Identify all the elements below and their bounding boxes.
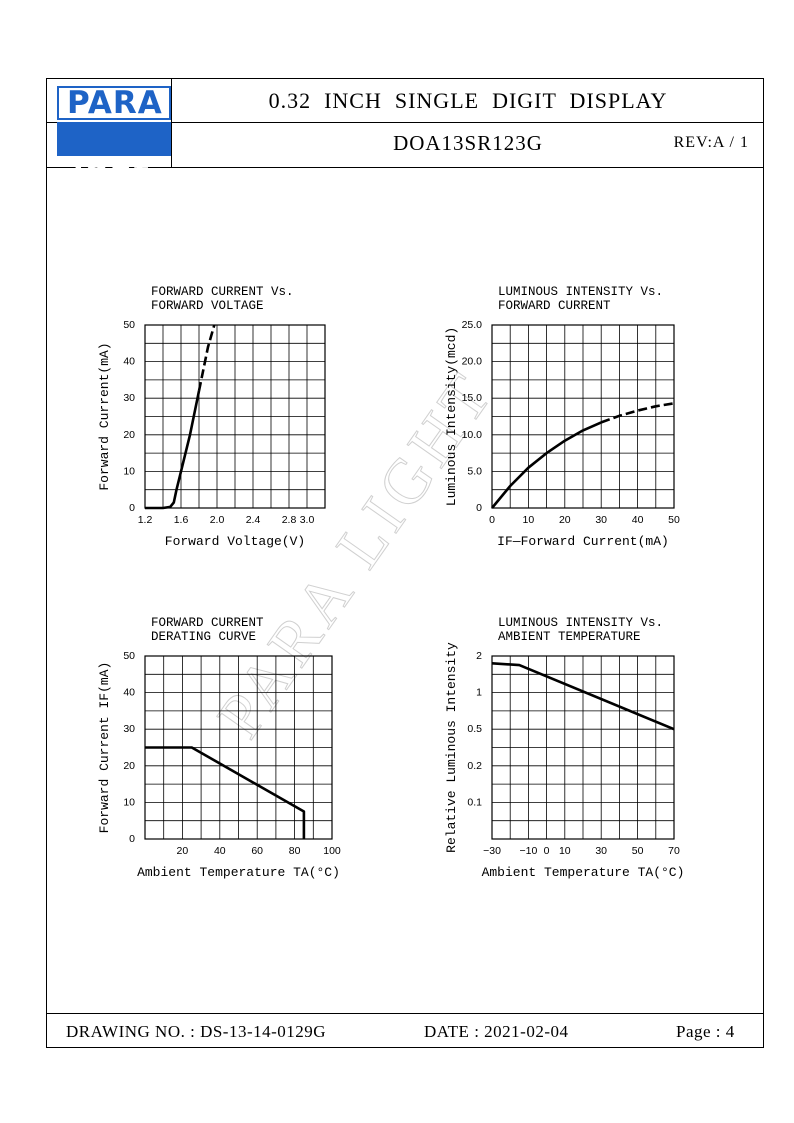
chart-2: LUMINOUS INTENSITY Vs.FORWARD CURRENT 0 10… <box>444 285 680 549</box>
x-axis-label: IF—Forward Current(mA) <box>497 534 669 549</box>
y-tick-label: 10 <box>123 465 135 477</box>
y-tick-label: 5.0 <box>467 465 482 477</box>
y-tick-label: 50 <box>123 650 135 662</box>
header-bottom-rule <box>46 167 764 168</box>
revision-label: REV:A / 1 <box>673 134 749 151</box>
x-tick-label: 20 <box>177 845 189 857</box>
series-line <box>145 390 201 510</box>
chart-4: LUMINOUS INTENSITY Vs.AMBIENT TEMPERATUR… <box>444 616 684 880</box>
plot-border <box>491 324 675 509</box>
drawing-number: DRAWING NO. : DS-13-14-0129G <box>66 1022 327 1041</box>
x-tick-label: 2.4 <box>246 514 261 526</box>
x-tick-label: 50 <box>632 845 644 857</box>
x-tick-label: 3.0 <box>300 514 315 526</box>
y-tick-label: 15.0 <box>462 392 483 404</box>
logo-divider <box>171 78 172 167</box>
chart-title: LUMINOUS INTENSITY Vs. <box>498 616 663 630</box>
y-tick-label: 25.0 <box>462 319 483 331</box>
y-tick-label: 2 <box>476 650 482 662</box>
x-tick-label: 60 <box>251 845 263 857</box>
chart-title: FORWARD CURRENT <box>151 616 264 630</box>
y-tick-label: 10 <box>123 796 135 808</box>
x-tick-label: 40 <box>214 845 226 857</box>
y-tick-label: 1 <box>476 687 482 699</box>
y-axis-label: Relative Luminous Intensity <box>444 642 459 853</box>
chart-1: FORWARD CURRENT Vs.FORWARD VOLTAGE 1.2 1.6… <box>97 285 326 549</box>
plot-border <box>144 324 326 509</box>
header-divider <box>46 122 764 123</box>
chart-title: DERATING CURVE <box>151 630 256 644</box>
page-number: Page : 4 <box>676 1022 735 1041</box>
x-tick-label: 0 <box>544 845 550 857</box>
date-label: DATE : 2021-02-04 <box>424 1022 569 1041</box>
x-tick-label: 20 <box>559 514 571 526</box>
chart-title: FORWARD CURRENT Vs. <box>151 285 294 299</box>
y-tick-label: 0.1 <box>467 796 482 808</box>
x-tick-label: 70 <box>668 845 680 857</box>
x-tick-label: 0 <box>489 514 495 526</box>
x-tick-label: 10 <box>559 845 571 857</box>
x-tick-label: 1.2 <box>138 514 153 526</box>
chart-title: AMBIENT TEMPERATURE <box>498 630 641 644</box>
y-tick-label: 50 <box>123 319 135 331</box>
x-tick-label: 2.8 <box>282 514 297 526</box>
x-tick-label: 2.0 <box>210 514 225 526</box>
x-axis-label: Ambient Temperature TA(°C) <box>137 865 340 880</box>
x-tick-label: 30 <box>595 514 607 526</box>
y-tick-label: 40 <box>123 687 135 699</box>
x-tick-label: 100 <box>323 845 341 857</box>
series-line <box>197 324 216 392</box>
plot-border <box>491 655 675 840</box>
y-tick-label: 20 <box>123 760 135 772</box>
y-tick-label: 0.2 <box>467 760 482 772</box>
y-axis-label: Forward Current(mA) <box>97 342 112 490</box>
y-tick-label: 0.5 <box>467 723 482 735</box>
x-tick-label: 1.6 <box>174 514 189 526</box>
page-title: 0.32 INCH SINGLE DIGIT DISPLAY <box>268 88 668 113</box>
y-tick-label: 30 <box>123 392 135 404</box>
x-tick-label: 30 <box>595 845 607 857</box>
x-tick-label: 10 <box>523 514 535 526</box>
chart-title: FORWARD CURRENT <box>498 299 611 313</box>
x-tick-label: 40 <box>632 514 644 526</box>
y-axis-label: Luminous Intensity(mcd) <box>444 327 459 506</box>
y-tick-label: 0 <box>129 502 135 514</box>
y-tick-label: 40 <box>123 356 135 368</box>
chart-title: FORWARD VOLTAGE <box>151 299 264 313</box>
y-tick-label: 0 <box>476 502 482 514</box>
y-tick-label: 20.0 <box>462 356 483 368</box>
y-tick-label: 30 <box>123 723 135 735</box>
series-line <box>145 746 306 839</box>
y-tick-label: 0 <box>129 833 135 845</box>
footer-rule <box>46 1013 764 1014</box>
x-axis-label: Ambient Temperature TA(°C) <box>482 865 685 880</box>
x-tick-label: −30 <box>483 845 501 857</box>
para-light-logo: PARA ight <box>57 85 171 189</box>
series-line <box>491 662 675 731</box>
part-number: DOA13SR123G <box>393 131 543 155</box>
x-tick-label: 80 <box>289 845 301 857</box>
y-tick-label: 10.0 <box>462 429 483 441</box>
x-tick-label: −10 <box>519 845 537 857</box>
page-frame <box>46 78 764 1048</box>
y-tick-label: 20 <box>123 429 135 441</box>
y-axis-label: Forward Current IF(mA) <box>97 662 112 834</box>
series-line <box>490 421 602 509</box>
chart-title: LUMINOUS INTENSITY Vs. <box>498 285 663 299</box>
x-tick-label: 50 <box>668 514 680 526</box>
x-axis-label: Forward Voltage(V) <box>165 534 305 549</box>
